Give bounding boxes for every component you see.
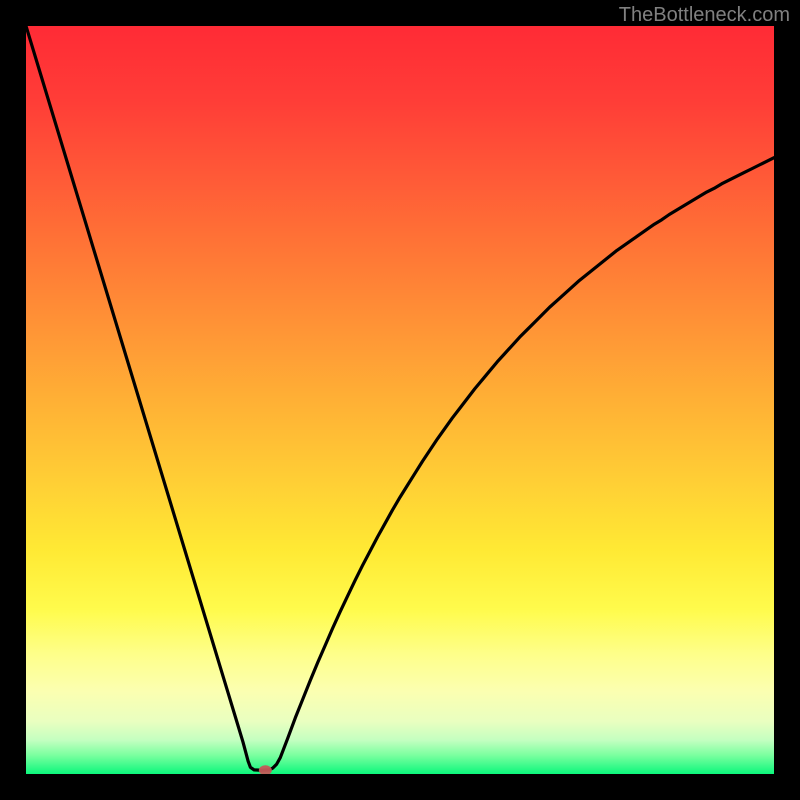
optimum-marker [259, 765, 272, 775]
watermark-text: TheBottleneck.com [619, 4, 790, 27]
bottleneck-chart [0, 0, 800, 800]
chart-container: TheBottleneck.com [0, 0, 800, 800]
